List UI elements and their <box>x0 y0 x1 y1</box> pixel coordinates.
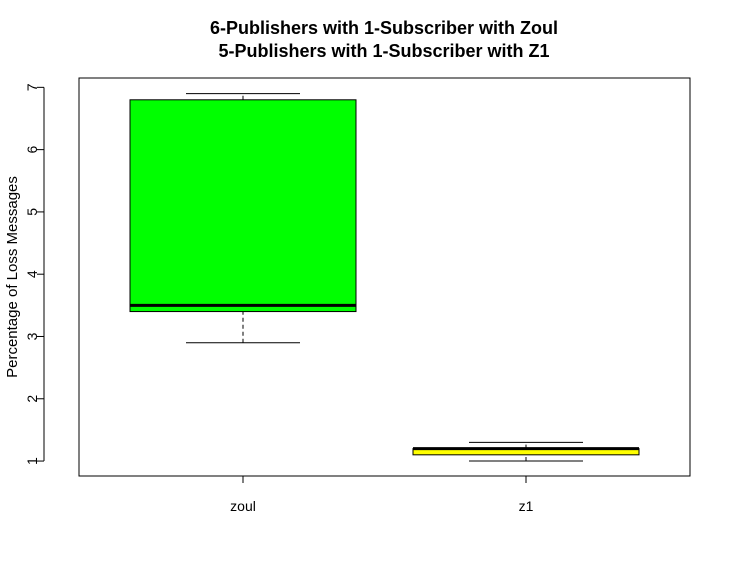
chart-title-line-2: 5-Publishers with 1-Subscriber with Z1 <box>218 41 549 61</box>
y-tick-label: 5 <box>24 208 40 216</box>
y-tick-label: 4 <box>24 270 40 278</box>
box-iqr <box>129 99 357 313</box>
y-axis-label: Percentage of Loss Messages <box>4 176 21 378</box>
box-z1 <box>412 441 640 462</box>
y-tick-label: 2 <box>24 395 40 403</box>
x-tick-label: z1 <box>519 498 534 514</box>
y-axis: 1 2 3 4 5 6 7 <box>24 83 45 465</box>
boxes-group <box>129 93 640 462</box>
x-tick-label: zoul <box>230 498 256 514</box>
x-axis: zoul z1 <box>230 476 534 514</box>
chart-title-line-1: 6-Publishers with 1-Subscriber with Zoul <box>210 18 558 38</box>
box-zoul <box>129 93 357 344</box>
y-tick-label: 6 <box>24 146 40 154</box>
plot-frame <box>78 77 691 477</box>
y-tick-label: 3 <box>24 332 40 340</box>
y-tick-label: 1 <box>24 457 40 465</box>
y-tick-label: 7 <box>24 83 40 91</box>
